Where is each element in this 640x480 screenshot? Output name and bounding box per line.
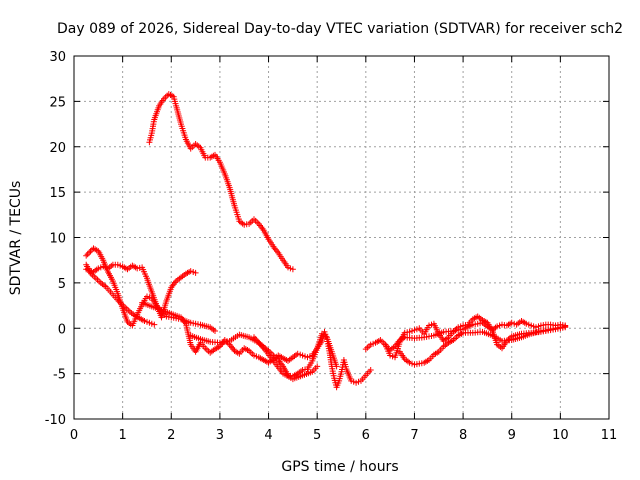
x-tick-label: 10	[552, 428, 569, 443]
x-tick-label: 4	[264, 428, 272, 443]
data-point	[192, 269, 199, 276]
x-tick-label: 1	[118, 428, 126, 443]
x-axis-label: GPS time / hours	[281, 459, 398, 475]
data-point	[367, 367, 374, 373]
x-axis-ticks: 0 1 2 3 4 5 6 7 8 9 10 11	[70, 56, 617, 443]
x-tick-label: 8	[459, 428, 467, 443]
x-tick-label: 6	[362, 428, 370, 443]
series-arc-g	[362, 313, 569, 361]
data-point	[86, 249, 93, 256]
x-tick-label: 3	[216, 428, 224, 443]
series-high-arc	[146, 91, 296, 273]
data-point	[83, 252, 90, 259]
plot-frame	[73, 55, 610, 420]
x-tick-label: 11	[601, 428, 618, 443]
x-tick-label: 5	[313, 428, 321, 443]
grid	[74, 56, 609, 419]
x-tick-label: 9	[508, 428, 516, 443]
data-point	[289, 266, 296, 273]
y-tick-label: -5	[53, 368, 66, 383]
chart-title: Day 089 of 2026, Sidereal Day-to-day VTE…	[57, 21, 623, 37]
y-axis-ticks: -10 -5 0 5 10 15 20 25 30	[45, 50, 609, 428]
data-point	[151, 321, 158, 328]
x-tick-label: 0	[70, 428, 78, 443]
y-tick-label: 15	[49, 186, 66, 201]
series-arc-a	[83, 245, 218, 334]
series-arc-f	[251, 334, 321, 383]
y-tick-label: 20	[49, 141, 66, 156]
data-point	[84, 251, 91, 258]
series-arc-i	[382, 319, 569, 353]
data-point	[314, 363, 321, 370]
data-series	[83, 91, 569, 391]
series-arc-b	[83, 261, 199, 321]
y-tick-label: 0	[58, 322, 66, 337]
series-arc-c	[83, 261, 158, 328]
y-tick-label: 30	[49, 50, 66, 65]
y-tick-label: 5	[58, 277, 66, 292]
y-tick-label: 25	[49, 95, 66, 110]
y-tick-label: -10	[45, 413, 66, 428]
x-tick-label: 7	[410, 428, 418, 443]
y-axis-label: SDTVAR / TECUs	[8, 181, 24, 296]
data-point	[212, 328, 218, 334]
series-arc-d	[139, 299, 374, 391]
data-point	[562, 324, 569, 331]
y-tick-label: 10	[49, 232, 66, 247]
x-tick-label: 2	[167, 428, 175, 443]
data-point	[333, 363, 340, 370]
